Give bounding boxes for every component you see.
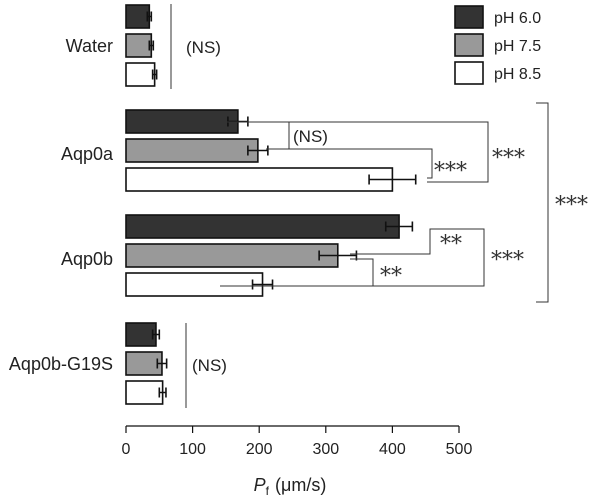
bar-aqp0b-ph-7-5 (125, 243, 339, 268)
x-axis-symbol: P (254, 475, 266, 495)
x-tick-label-400: 400 (379, 441, 406, 458)
error-bar-aqp0b-g19s-ph-6-0 (151, 329, 161, 340)
legend-label-ph-7-5: pH 7.5 (494, 38, 541, 55)
aqp0a-vs-aqp0b-label: *** (555, 193, 588, 218)
x-axis-unit: (μm/s) (275, 475, 326, 495)
error-bar-aqp0b-g19s-ph-7-5 (156, 358, 168, 369)
error-bar-water-ph-7-5 (148, 40, 155, 51)
bar-water-ph-6-0 (125, 4, 151, 29)
bar-aqp0b-g19s-ph-8-5 (125, 380, 164, 405)
aqp0a-60-85-label: *** (492, 146, 525, 171)
error-bar-water-ph-6-0 (146, 11, 153, 22)
significance-labels: (NS) (NS) *** *** ** ** *** *** (NS) (186, 38, 588, 375)
error-bar-aqp0b-ph-8-5 (251, 279, 274, 290)
error-bar-water-ph-8-5 (151, 69, 158, 80)
aqp0b-60-75-label: ** (440, 232, 462, 257)
aqp0a-60-85-bracket (182, 121, 489, 183)
legend-label-ph-8-5: pH 8.5 (494, 66, 541, 83)
legend-label-ph-6-0: pH 6.0 (494, 10, 541, 27)
category-label-water: Water (66, 36, 113, 56)
aqp0a-75-85-label: *** (434, 159, 467, 184)
legend-swatch-ph-6-0 (454, 5, 484, 29)
x-tick-label-200: 200 (246, 441, 273, 458)
aqp0b-75-85-label: ** (380, 264, 402, 289)
x-axis-label: Pf (μm/s) (254, 475, 327, 498)
significance-annotations (170, 4, 549, 408)
legend-swatch-ph-7-5 (454, 33, 484, 57)
error-bar-aqp0b-ph-6-0 (384, 221, 414, 232)
aqp0b-60-75-bracket (350, 228, 433, 255)
x-axis-subscript: f (266, 484, 270, 498)
category-label-aqp0a: Aqp0a (61, 144, 114, 164)
aqp0a-60-75-label: (NS) (293, 127, 328, 146)
category-labels: Water Aqp0a Aqp0b Aqp0b-G19S (9, 36, 114, 374)
x-tick-label-500: 500 (446, 441, 473, 458)
legend: pH 6.0 pH 7.5 pH 8.5 (454, 5, 541, 85)
bar-aqp0b-g19s-ph-6-0 (125, 322, 157, 347)
category-label-aqp0b-g19s: Aqp0b-G19S (9, 354, 113, 374)
error-bar-aqp0b-g19s-ph-8-5 (158, 387, 167, 398)
error-bar-aqp0a-ph-7-5 (247, 145, 269, 156)
bar-aqp0b-ph-6-0 (125, 214, 400, 239)
bar-aqp0b-ph-8-5 (125, 272, 264, 297)
aqp0b-60-85-label: *** (491, 248, 524, 273)
aqp0a-vs-aqp0b-bracket (536, 102, 549, 303)
bar-water-ph-8-5 (125, 62, 156, 87)
bar-aqp0a-ph-8-5 (125, 167, 394, 192)
x-axis: 0 100 200 300 400 500 (122, 425, 473, 458)
g19s-ns-label: (NS) (192, 356, 227, 375)
category-label-aqp0b: Aqp0b (61, 249, 113, 269)
x-tick-label-300: 300 (312, 441, 339, 458)
aqp0a-75-85-bracket (266, 148, 433, 179)
bar-aqp0a-ph-7-5 (125, 138, 259, 163)
x-tick-label-100: 100 (179, 441, 206, 458)
error-bar-aqp0a-ph-8-5 (368, 174, 417, 185)
aqp0b-60-85-bracket (220, 228, 485, 287)
water-ns-label: (NS) (186, 38, 221, 57)
legend-swatch-ph-8-5 (454, 61, 484, 85)
bars-layer (125, 4, 417, 405)
x-tick-label-0: 0 (122, 441, 131, 458)
bar-water-ph-7-5 (125, 33, 153, 58)
